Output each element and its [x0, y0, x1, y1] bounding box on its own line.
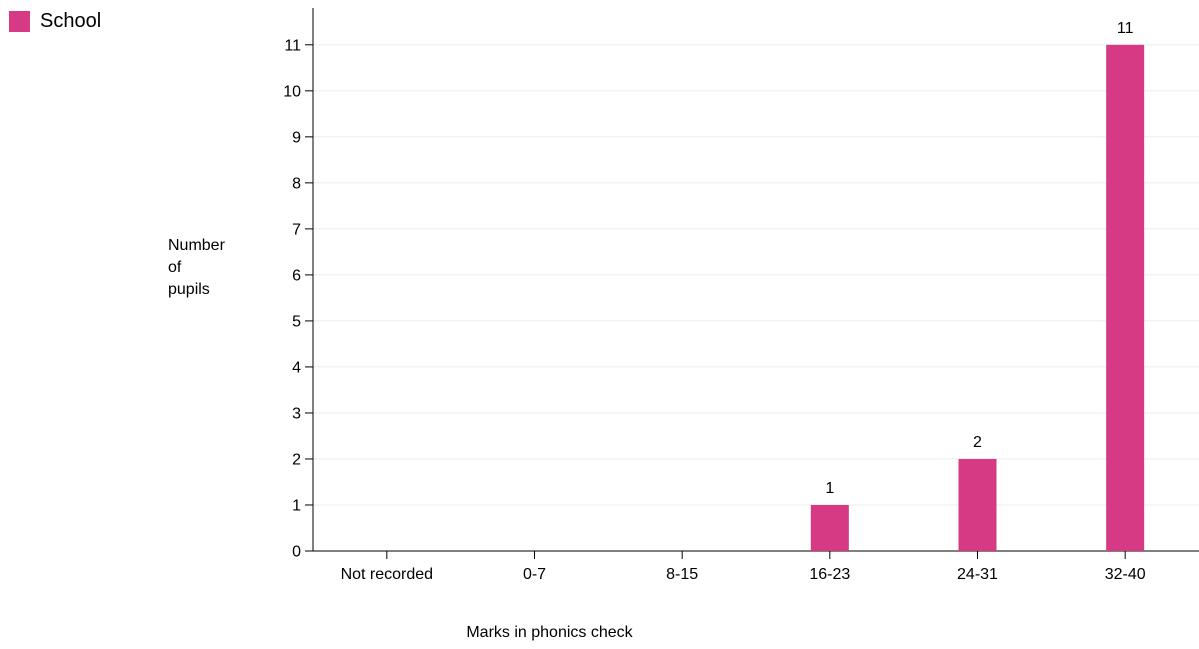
y-tick-label-3: 3	[292, 405, 301, 422]
y-tick-label-6: 6	[292, 267, 301, 284]
x-tick-label-0: Not recorded	[341, 566, 434, 583]
bar-5	[1106, 44, 1145, 551]
y-axis-label-line-1: Number	[168, 237, 225, 254]
x-tick-label-5: 32-40	[1105, 566, 1146, 583]
legend: School	[9, 10, 101, 33]
bar-3	[810, 504, 849, 551]
bar-4	[958, 458, 997, 551]
y-tick-label-2: 2	[292, 451, 301, 468]
y-tick-label-8: 8	[292, 175, 301, 192]
y-axis-label-line-3: pupils	[168, 281, 210, 298]
y-tick-label-5: 5	[292, 313, 301, 330]
y-tick-label-10: 10	[283, 83, 301, 100]
x-axis-label: Marks in phonics check	[466, 624, 633, 641]
x-axis-label-wrap: Marks in phonics check	[0, 624, 1199, 642]
data-label-4: 2	[973, 434, 982, 451]
legend-label-school: School	[40, 10, 102, 32]
y-tick-label-1: 1	[292, 497, 301, 514]
legend-swatch-school	[9, 11, 30, 32]
x-tick-label-3: 16-23	[809, 566, 850, 583]
data-label-3: 1	[825, 480, 834, 497]
x-tick-label-1: 0-7	[523, 566, 546, 583]
y-tick-label-7: 7	[292, 221, 301, 238]
y-tick-label-0: 0	[292, 544, 301, 561]
y-tick-label-9: 9	[292, 129, 301, 146]
y-tick-label-11: 11	[284, 37, 301, 54]
data-label-5: 11	[1117, 20, 1134, 37]
y-axis-label-line-2: of	[168, 259, 182, 276]
x-tick-label-2: 8-15	[666, 566, 698, 583]
x-tick-label-4: 24-31	[957, 566, 998, 583]
y-tick-label-4: 4	[292, 359, 301, 376]
y-axis-label: Number of pupils	[168, 235, 248, 301]
